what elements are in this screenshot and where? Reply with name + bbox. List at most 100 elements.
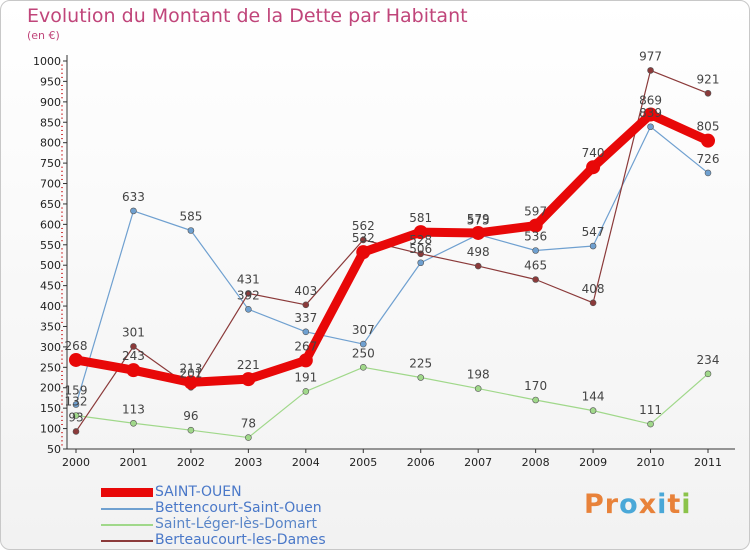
logo-letter: r — [604, 489, 620, 520]
logo-letter: t — [667, 489, 682, 520]
data-point — [302, 388, 310, 395]
data-label: 392 — [237, 288, 260, 302]
legend-label: Saint-Léger-lès-Domart — [155, 516, 318, 532]
data-label: 201 — [179, 366, 202, 380]
legend-label: SAINT-OUEN — [155, 484, 242, 500]
y-tick-label: 550 — [40, 239, 61, 252]
legend-swatch — [101, 488, 153, 497]
x-tick-label: 2007 — [464, 456, 492, 469]
data-point — [528, 218, 543, 233]
data-label: 234 — [697, 353, 720, 367]
data-label: 221 — [237, 358, 260, 372]
data-label: 225 — [409, 357, 432, 371]
data-label: 498 — [467, 245, 490, 259]
y-tick-label: 450 — [40, 280, 61, 293]
logo-letter: x — [638, 489, 658, 520]
data-label: 96 — [183, 409, 198, 423]
data-point — [356, 245, 371, 260]
y-tick-label: 800 — [40, 137, 61, 150]
x-tick-label: 2011 — [694, 456, 722, 469]
x-tick-label: 2003 — [234, 456, 262, 469]
data-point — [130, 343, 137, 350]
data-label: 805 — [697, 120, 720, 134]
data-label: 243 — [122, 349, 145, 363]
data-point — [245, 434, 252, 441]
data-point — [72, 412, 80, 419]
data-point — [130, 419, 137, 427]
y-tick-label: 650 — [40, 198, 61, 211]
data-point — [241, 372, 256, 387]
series-line-1 — [75, 126, 709, 406]
data-label: 93 — [68, 410, 83, 424]
data-label: 403 — [294, 284, 317, 298]
data-label: 465 — [524, 259, 547, 273]
data-label: 562 — [352, 219, 375, 233]
data-label: 307 — [352, 323, 375, 337]
data-label: 198 — [467, 368, 490, 382]
data-label: 78 — [241, 417, 256, 431]
y-tick-label: 300 — [40, 341, 61, 354]
data-label: 431 — [237, 272, 260, 286]
y-tick-label: 900 — [40, 96, 61, 109]
data-label: 547 — [582, 225, 605, 239]
y-tick-label: 250 — [40, 361, 61, 374]
data-point — [359, 236, 367, 244]
y-tick-label: 100 — [40, 423, 61, 436]
data-point — [417, 374, 425, 381]
data-point — [298, 353, 313, 368]
logo-letter: o — [619, 489, 639, 520]
data-point — [359, 364, 367, 371]
data-point — [704, 370, 712, 378]
x-tick-label: 2000 — [62, 456, 90, 469]
x-tick-label: 2001 — [119, 456, 147, 469]
legend-swatch — [101, 540, 153, 542]
proxiti-logo[interactable]: Proxiti — [584, 489, 692, 520]
data-point — [532, 247, 539, 254]
data-label: 597 — [524, 205, 547, 219]
series-line-0 — [71, 110, 713, 387]
data-point — [704, 89, 712, 97]
data-point — [643, 107, 658, 122]
data-point — [187, 227, 195, 234]
data-point — [647, 420, 654, 428]
y-tick-label: 700 — [40, 178, 61, 191]
data-point — [417, 259, 425, 267]
data-point — [589, 242, 597, 250]
data-label: 869 — [639, 94, 662, 108]
y-tick-label: 750 — [40, 157, 61, 170]
data-point — [126, 363, 141, 378]
data-point — [532, 396, 539, 404]
data-point — [474, 385, 482, 392]
data-label: 528 — [409, 233, 432, 247]
y-tick-label: 350 — [40, 320, 61, 333]
data-label: 159 — [65, 383, 88, 397]
x-tick-label: 2002 — [177, 456, 205, 469]
legend-label: Bettencourt-Saint-Ouen — [155, 500, 322, 516]
y-tick-label: 200 — [40, 382, 61, 395]
data-label: 575 — [467, 214, 490, 228]
data-point — [704, 169, 712, 177]
data-point — [245, 290, 252, 297]
y-tick-label: 1000 — [33, 55, 61, 68]
y-tick-label: 500 — [40, 259, 61, 272]
y-tick-label: 950 — [40, 75, 61, 88]
data-label: 170 — [524, 379, 547, 393]
data-label: 532 — [352, 231, 375, 245]
data-label: 921 — [697, 72, 720, 86]
data-label: 132 — [65, 395, 88, 409]
logo-letter: i — [681, 489, 692, 520]
data-label: 579 — [467, 212, 490, 226]
data-point — [589, 299, 597, 307]
data-point — [302, 328, 310, 336]
y-tick-label: 400 — [40, 300, 61, 313]
chart-subtitle: (en €) — [27, 29, 60, 42]
data-point — [701, 133, 715, 148]
legend-label: Berteaucourt-les-Dames — [155, 532, 326, 548]
data-point — [647, 123, 654, 131]
data-label: 191 — [294, 370, 317, 384]
y-tick-label: 150 — [40, 402, 61, 415]
data-point — [589, 407, 597, 414]
data-label: 301 — [122, 325, 145, 339]
